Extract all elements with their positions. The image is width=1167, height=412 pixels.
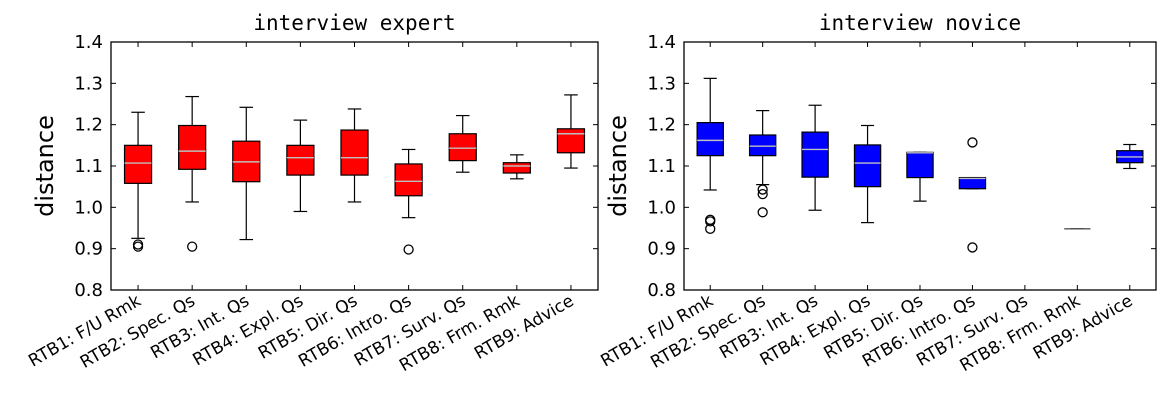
box-3 — [232, 106, 261, 241]
box-4 — [853, 124, 882, 224]
box-iqr — [853, 144, 882, 188]
box-8 — [502, 154, 531, 180]
y-tick-label: 0.8 — [74, 280, 103, 301]
box-1 — [696, 77, 724, 234]
panel-expert: interview expert distance 0.8 0.9 1.0 1.1 1.… — [25, 11, 599, 376]
box-iqr — [801, 131, 829, 178]
outlier-point — [705, 214, 716, 225]
box-6 — [394, 148, 423, 255]
y-tick-label: 0.8 — [647, 280, 676, 301]
box-iqr — [556, 128, 586, 154]
outlier-point — [967, 137, 978, 148]
panel-novice: interview novice distance 0.8 0.9 1.0 1.1 1.… — [597, 11, 1157, 376]
box-iqr — [906, 151, 934, 179]
box-1 — [123, 111, 153, 252]
y-axis-label: distance — [604, 115, 632, 217]
box-iqr — [178, 124, 207, 170]
box-4 — [286, 119, 315, 213]
y-tick-label: 1.0 — [647, 197, 676, 218]
box-2 — [748, 110, 777, 218]
box-3 — [801, 104, 829, 211]
outlier-point — [187, 241, 198, 252]
box-5 — [906, 151, 934, 202]
box-iqr — [748, 134, 777, 157]
box-iqr — [696, 121, 724, 157]
box-6 — [958, 137, 987, 253]
box-9 — [1116, 143, 1144, 170]
y-tick-label: 1.3 — [647, 73, 676, 94]
outlier-point — [403, 244, 414, 255]
outlier-point — [132, 239, 144, 250]
box-iqr — [958, 176, 987, 190]
y-tick-label: 0.9 — [647, 239, 676, 260]
outlier-point — [757, 184, 768, 195]
box-iqr — [286, 144, 315, 176]
box-iqr — [123, 144, 153, 184]
y-axis-label: distance — [31, 115, 59, 217]
box-9 — [556, 94, 586, 169]
box-iqr — [340, 129, 369, 176]
box-7 — [448, 114, 477, 173]
outlier-point — [967, 242, 978, 253]
box-iqr — [448, 133, 477, 162]
box-iqr — [502, 162, 531, 174]
y-tick-label: 1.0 — [74, 197, 103, 218]
box-5 — [340, 108, 369, 203]
y-tick-label: 1.2 — [647, 115, 676, 136]
y-tick-label: 1.1 — [74, 156, 103, 177]
y-tick-label: 1.2 — [74, 115, 103, 136]
chart-title: interview novice — [819, 11, 1021, 35]
box-2 — [178, 95, 207, 252]
outlier-point — [757, 188, 768, 200]
outlier-point — [757, 207, 768, 218]
y-tick-label: 1.1 — [647, 156, 676, 177]
y-tick-label: 0.9 — [74, 239, 103, 260]
chart-title: interview expert — [253, 11, 455, 35]
y-tick-label: 1.3 — [74, 73, 103, 94]
outlier-point — [132, 241, 144, 252]
y-tick-label: 1.4 — [647, 32, 676, 53]
box-iqr — [394, 163, 423, 197]
y-tick-label: 1.4 — [74, 32, 103, 53]
